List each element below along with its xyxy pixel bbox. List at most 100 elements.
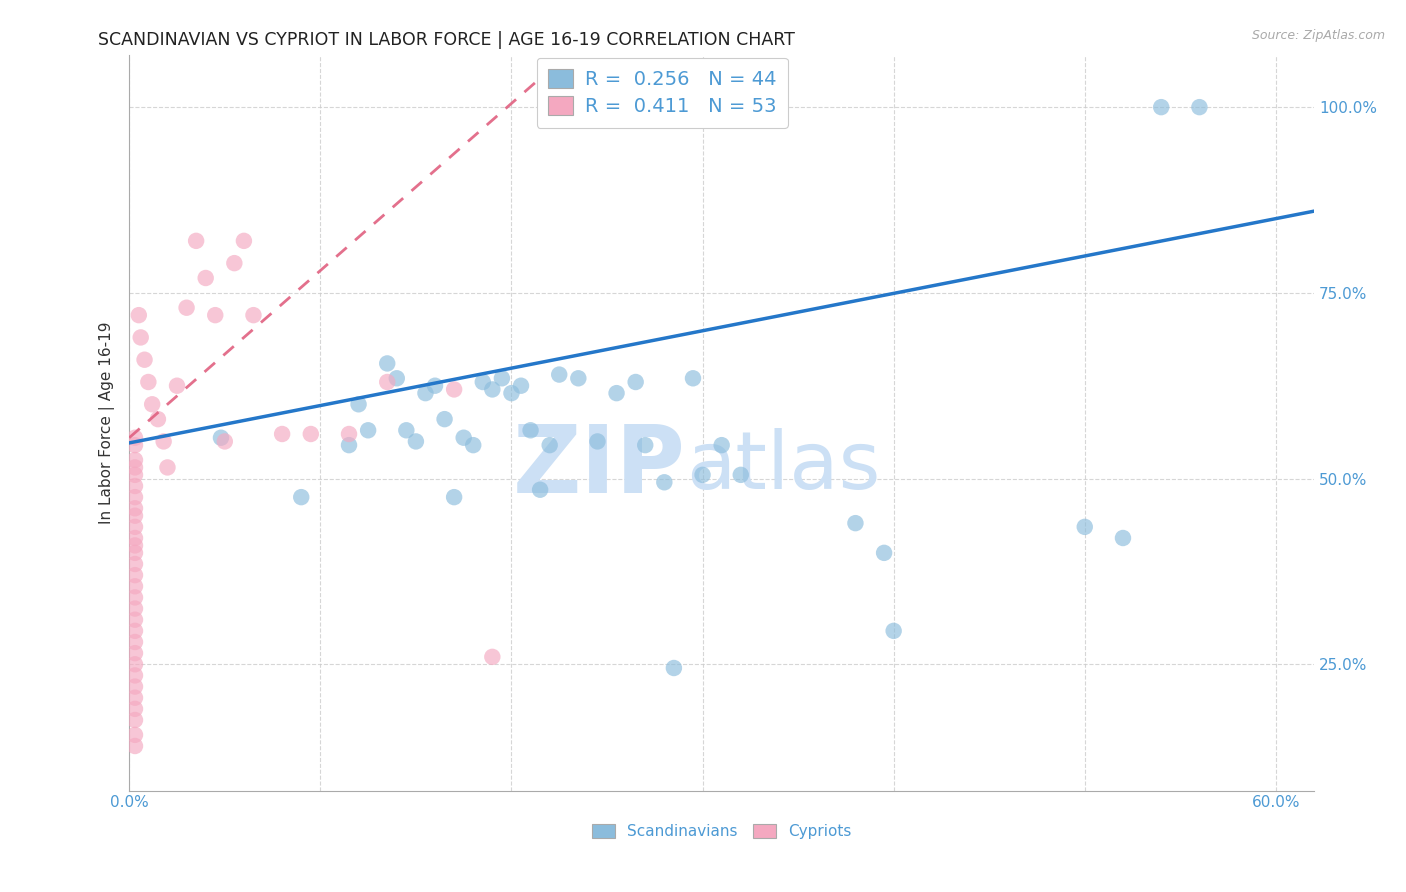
Point <box>124 479 146 493</box>
Point <box>491 371 513 385</box>
Point <box>634 438 657 452</box>
Point <box>519 423 541 437</box>
Point <box>214 434 236 449</box>
Point <box>624 375 647 389</box>
Point <box>405 434 427 449</box>
Point <box>141 397 163 411</box>
Point <box>1188 100 1211 114</box>
Point <box>128 308 150 322</box>
Point <box>357 423 380 437</box>
Point <box>124 438 146 452</box>
Point <box>1112 531 1135 545</box>
Point <box>134 352 156 367</box>
Point <box>395 423 418 437</box>
Point <box>124 531 146 545</box>
Point <box>606 386 628 401</box>
Point <box>146 412 169 426</box>
Text: ZIP: ZIP <box>513 421 686 513</box>
Point <box>124 568 146 582</box>
Point <box>375 375 398 389</box>
Point <box>166 378 188 392</box>
Point <box>124 613 146 627</box>
Point <box>423 378 446 392</box>
Point <box>337 438 360 452</box>
Point <box>883 624 905 638</box>
Point <box>481 383 503 397</box>
Point <box>124 739 146 753</box>
Text: Source: ZipAtlas.com: Source: ZipAtlas.com <box>1251 29 1385 42</box>
Point <box>385 371 408 385</box>
Point <box>290 490 312 504</box>
Point <box>682 371 704 385</box>
Point <box>242 308 264 322</box>
Point <box>124 520 146 534</box>
Point <box>415 386 437 401</box>
Point <box>1150 100 1173 114</box>
Point <box>194 271 217 285</box>
Point <box>124 646 146 660</box>
Point <box>710 438 733 452</box>
Point <box>124 690 146 705</box>
Point <box>538 438 561 452</box>
Point <box>124 508 146 523</box>
Point <box>453 431 475 445</box>
Point <box>124 538 146 552</box>
Point <box>124 657 146 672</box>
Point <box>124 601 146 615</box>
Point <box>156 460 179 475</box>
Point <box>299 427 322 442</box>
Point <box>176 301 198 315</box>
Point <box>124 635 146 649</box>
Point <box>443 490 465 504</box>
Point <box>124 702 146 716</box>
Point <box>463 438 485 452</box>
Point <box>124 680 146 694</box>
Point <box>652 475 675 490</box>
Point <box>124 501 146 516</box>
Point <box>124 624 146 638</box>
Point <box>204 308 226 322</box>
Point <box>510 378 533 392</box>
Point <box>124 591 146 605</box>
Point <box>481 649 503 664</box>
Point <box>529 483 551 497</box>
Point <box>129 330 152 344</box>
Point <box>124 668 146 682</box>
Point <box>124 713 146 727</box>
Point <box>730 467 752 482</box>
Text: SCANDINAVIAN VS CYPRIOT IN LABOR FORCE | AGE 16-19 CORRELATION CHART: SCANDINAVIAN VS CYPRIOT IN LABOR FORCE |… <box>98 31 796 49</box>
Point <box>443 383 465 397</box>
Point <box>138 375 160 389</box>
Point <box>124 546 146 560</box>
Point <box>124 431 146 445</box>
Point <box>548 368 571 382</box>
Point <box>124 579 146 593</box>
Point <box>692 467 714 482</box>
Point <box>567 371 589 385</box>
Point <box>586 434 609 449</box>
Point <box>873 546 896 560</box>
Point <box>844 516 866 530</box>
Point <box>347 397 370 411</box>
Legend: Scandinavians, Cypriots: Scandinavians, Cypriots <box>586 818 858 846</box>
Point <box>1074 520 1097 534</box>
Point <box>433 412 456 426</box>
Y-axis label: In Labor Force | Age 16-19: In Labor Force | Age 16-19 <box>100 322 115 524</box>
Point <box>224 256 246 270</box>
Point <box>184 234 207 248</box>
Point <box>124 557 146 571</box>
Point <box>152 434 174 449</box>
Point <box>124 467 146 482</box>
Point <box>375 356 398 370</box>
Point <box>271 427 294 442</box>
Point <box>232 234 254 248</box>
Point <box>124 453 146 467</box>
Point <box>471 375 494 389</box>
Point <box>501 386 523 401</box>
Point <box>124 490 146 504</box>
Point <box>209 431 232 445</box>
Text: atlas: atlas <box>686 428 880 506</box>
Point <box>337 427 360 442</box>
Point <box>124 460 146 475</box>
Point <box>124 728 146 742</box>
